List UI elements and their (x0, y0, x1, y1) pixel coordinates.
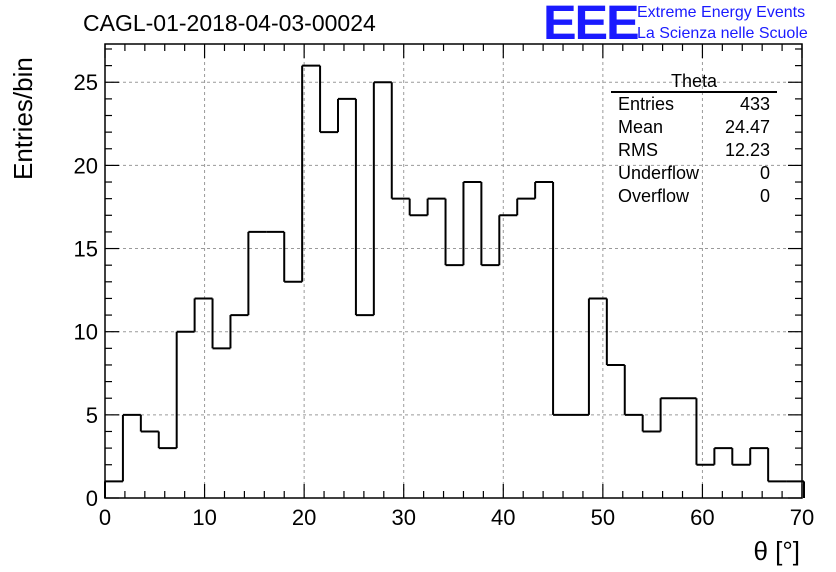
stats-value: 0 (759, 163, 770, 183)
stats-value: 0 (759, 186, 770, 206)
y-tick-label: 0 (86, 486, 98, 511)
stats-row-underflow: Underflow 0 (611, 162, 777, 185)
axis-ticks (104, 44, 803, 499)
y-tick-label: 20 (74, 153, 98, 178)
stats-label: RMS (618, 140, 658, 160)
stats-box: Theta Entries 433 Mean 24.47 RMS 12.23 U… (611, 72, 777, 208)
histogram-bars (104, 64, 805, 498)
stats-label: Overflow (618, 186, 690, 206)
x-tick-label: 40 (491, 505, 515, 530)
grid-lines (105, 44, 802, 498)
x-tick-label: 50 (591, 505, 615, 530)
y-tick-label: 10 (74, 320, 98, 345)
stats-value: 433 (739, 94, 770, 114)
stats-row-entries: Entries 433 (611, 93, 777, 116)
plot-frame (104, 43, 803, 499)
stats-title: Theta (611, 72, 777, 93)
x-tick-label: 10 (192, 505, 216, 530)
stats-row-mean: Mean 24.47 (611, 116, 777, 139)
stats-value: 12.23 (724, 140, 770, 160)
eee-logo-mark: EEE (543, 0, 640, 50)
y-tick-label: 25 (74, 70, 98, 95)
x-tick-label: 70 (790, 505, 814, 530)
chart-title: CAGL-01-2018-04-03-00024 (83, 10, 376, 36)
axis-tick-labels: 0 10 20 30 40 50 60 70 0 5 10 15 20 25 (74, 70, 815, 530)
x-tick-label: 0 (99, 505, 111, 530)
y-tick-label: 15 (74, 237, 98, 262)
y-axis-label: Entries/bin (8, 57, 38, 180)
y-tick-label: 5 (86, 403, 98, 428)
stats-row-rms: RMS 12.23 (611, 139, 777, 162)
x-tick-label: 60 (690, 505, 714, 530)
logo-line-2: La Scienza nelle Scuole (637, 25, 808, 42)
stats-value: 24.47 (724, 117, 770, 137)
stats-label: Entries (618, 94, 675, 114)
stats-label: Mean (618, 117, 664, 137)
stats-label: Underflow (618, 163, 700, 183)
x-tick-label: 20 (292, 505, 316, 530)
stats-row-overflow: Overflow 0 (611, 185, 777, 208)
x-axis-label: θ [°] (753, 536, 800, 566)
x-tick-label: 30 (391, 505, 415, 530)
axes-frame (104, 43, 803, 499)
logo-line-1: Extreme Energy Events (637, 4, 806, 21)
